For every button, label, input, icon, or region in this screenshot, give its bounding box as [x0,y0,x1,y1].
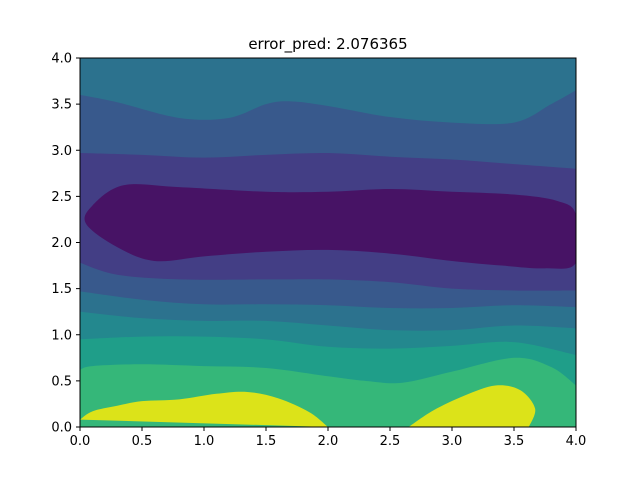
y-tick-label: 3.5 [51,98,72,113]
chart-title: error_pred: 2.076365 [248,35,407,54]
x-axis: 0.0 0.5 1.0 1.5 2.0 2.5 3.0 3.5 4.0 [70,427,587,449]
y-tick-label: 2.5 [51,190,72,205]
x-tick-label: 4.0 [566,434,587,449]
y-tick-label: 1.5 [51,282,72,297]
x-tick-label: 0.0 [70,434,91,449]
y-tick-label: 2.0 [51,236,72,251]
x-tick-label: 3.0 [442,434,463,449]
x-tick-label: 2.0 [318,434,339,449]
y-tick-label: 3.0 [51,144,72,159]
x-tick-label: 0.5 [132,434,153,449]
x-tick-label: 1.5 [256,434,277,449]
y-tick-label: 4.0 [51,52,72,67]
x-tick-label: 3.5 [504,434,525,449]
contour-region-min [84,184,576,269]
y-axis: 0.0 0.5 1.0 1.5 2.0 2.5 3.0 3.5 4.0 [51,52,80,436]
contour-lobe-max-1 [80,391,328,427]
x-tick-label: 1.0 [194,434,215,449]
plot-area [80,58,576,427]
y-tick-label: 0.5 [51,374,72,389]
contour-lobe-max-2 [408,385,536,427]
x-tick-label: 2.5 [380,434,401,449]
y-tick-label: 1.0 [51,328,72,343]
y-tick-label: 0.0 [51,421,72,436]
